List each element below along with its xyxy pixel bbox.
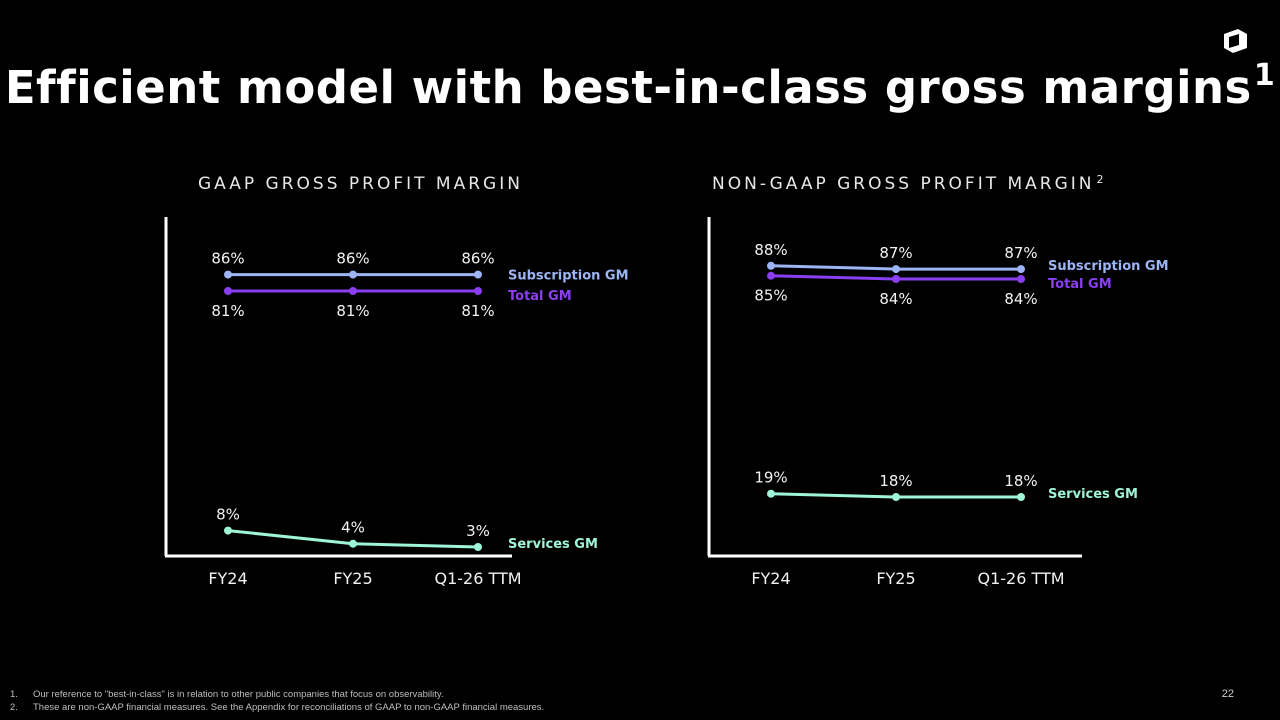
non-gaap-x-tick-label: FY25 [876, 569, 915, 588]
non-gaap-subscription-gm-data-label: 87% [1004, 244, 1037, 262]
title-footnote-marker: 1 [1253, 58, 1276, 93]
gaap-subscription-gm-data-label: 86% [461, 250, 494, 268]
non-gaap-services-gm-data-label: 18% [879, 472, 912, 490]
gaap-services-gm-legend-label: Services GM [508, 537, 598, 552]
non-gaap-chart-title: NON-GAAP GROSS PROFIT MARGIN 2 [712, 173, 1104, 194]
non-gaap-services-gm-point [892, 493, 900, 501]
gaap-subscription-gm-legend-label: Subscription GM [508, 269, 629, 284]
non-gaap-subscription-gm-data-label: 87% [879, 244, 912, 262]
non-gaap-services-gm-point [1017, 493, 1025, 501]
non-gaap-total-gm-point [1017, 275, 1025, 283]
gaap-services-gm-point [349, 539, 357, 548]
page-number: 22 [1221, 688, 1234, 700]
gaap-services-gm-point [224, 526, 232, 535]
non-gaap-total-gm-legend-label: Total GM [1048, 277, 1112, 292]
footnote-2: 2. These are non-GAAP financial measures.… [10, 702, 545, 713]
cube-logo-icon [1224, 29, 1247, 53]
gaap-total-gm-data-label: 81% [461, 302, 494, 320]
non-gaap-subscription-gm-point [892, 265, 900, 274]
gaap-total-gm-point [224, 287, 232, 295]
footnotes: 1. Our reference to "best-in-class" is in… [10, 688, 544, 714]
non-gaap-services-gm-data-label: 19% [754, 469, 787, 487]
gaap-total-gm-point [474, 287, 482, 295]
gaap-subscription-gm-data-label: 86% [336, 250, 369, 268]
gaap-services-gm-data-label: 8% [216, 506, 240, 524]
gaap-x-tick-label: Q1-26 TTM [434, 569, 521, 588]
gaap-x-tick-label: FY25 [333, 569, 372, 588]
gaap-total-gm-data-label: 81% [211, 302, 244, 320]
gaap-subscription-gm-point [224, 270, 232, 279]
non-gaap-services-gm-point [767, 489, 775, 498]
footnote-1: 1. Our reference to "best-in-class" is in… [10, 689, 444, 700]
gaap-x-tick-label: FY24 [208, 569, 247, 588]
non-gaap-subscription-gm-point [1017, 265, 1025, 274]
non-gaap-footnote-marker: 2 [1096, 173, 1104, 186]
gaap-total-gm-data-label: 81% [336, 302, 369, 320]
gaap-total-gm-legend-label: Total GM [508, 289, 572, 304]
non-gaap-total-gm-data-label: 84% [879, 290, 912, 308]
non-gaap-x-tick-label: FY24 [751, 569, 790, 588]
gaap-total-gm-point [349, 287, 357, 295]
slide-title: Efficient model with best-in-class gross… [4, 58, 1276, 114]
non-gaap-x-tick-label: Q1-26 TTM [977, 569, 1064, 588]
non-gaap-services-gm-data-label: 18% [1004, 472, 1037, 490]
non-gaap-total-gm-point [767, 271, 775, 280]
non-gaap-total-gm-point [892, 275, 900, 283]
non-gaap-services-gm-legend-label: Services GM [1048, 487, 1138, 502]
gaap-subscription-gm-data-label: 86% [211, 250, 244, 268]
gaap-services-gm-data-label: 4% [341, 519, 365, 537]
non-gaap-subscription-gm-data-label: 88% [754, 241, 787, 259]
gaap-services-gm-point [474, 543, 482, 551]
gaap-subscription-gm-point [474, 270, 482, 279]
gaap-chart-title: GAAP GROSS PROFIT MARGIN [198, 174, 523, 194]
non-gaap-subscription-gm-legend-label: Subscription GM [1048, 259, 1169, 274]
gaap-services-gm-data-label: 3% [466, 522, 490, 540]
gaap-subscription-gm-point [349, 270, 357, 279]
non-gaap-subscription-gm-point [767, 261, 775, 270]
non-gaap-total-gm-data-label: 85% [754, 287, 787, 305]
non-gaap-total-gm-data-label: 84% [1004, 290, 1037, 308]
